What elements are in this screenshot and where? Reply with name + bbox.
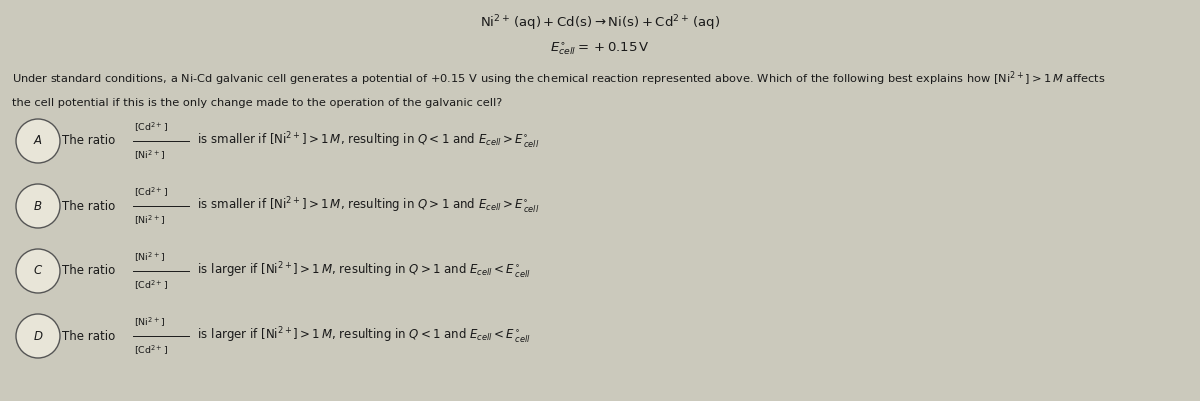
- Text: $[\mathrm{Cd^{2+}}]$: $[\mathrm{Cd^{2+}}]$: [134, 278, 168, 292]
- Text: $[\mathrm{Ni^{2+}}]$: $[\mathrm{Ni^{2+}}]$: [134, 148, 166, 162]
- Text: $[\mathrm{Ni^{2+}}]$: $[\mathrm{Ni^{2+}}]$: [134, 250, 166, 264]
- Text: $[\mathrm{Cd^{2+}}]$: $[\mathrm{Cd^{2+}}]$: [134, 343, 168, 356]
- Text: The ratio: The ratio: [62, 200, 119, 213]
- Text: Under standard conditions, a Ni-Cd galvanic cell generates a potential of +0.15 : Under standard conditions, a Ni-Cd galva…: [12, 70, 1105, 88]
- Text: D: D: [34, 330, 42, 342]
- Text: is larger if $[\mathrm{Ni^{2+}}] > 1\,M$, resulting in $Q < 1$ and $E_{cell} < E: is larger if $[\mathrm{Ni^{2+}}] > 1\,M$…: [194, 326, 530, 346]
- Text: B: B: [34, 200, 42, 213]
- Circle shape: [16, 119, 60, 163]
- Text: The ratio: The ratio: [62, 134, 119, 148]
- Text: A: A: [34, 134, 42, 148]
- Text: The ratio: The ratio: [62, 265, 119, 277]
- Text: $[\mathrm{Ni^{2+}}]$: $[\mathrm{Ni^{2+}}]$: [134, 213, 166, 227]
- Text: is smaller if $[\mathrm{Ni^{2+}}] > 1\,M$, resulting in $Q > 1$ and $E_{cell} > : is smaller if $[\mathrm{Ni^{2+}}] > 1\,M…: [194, 196, 539, 216]
- Circle shape: [16, 249, 60, 293]
- Text: $[\mathrm{Ni^{2+}}]$: $[\mathrm{Ni^{2+}}]$: [134, 315, 166, 329]
- Text: is larger if $[\mathrm{Ni^{2+}}] > 1\,M$, resulting in $Q > 1$ and $E_{cell} < E: is larger if $[\mathrm{Ni^{2+}}] > 1\,M$…: [194, 261, 530, 281]
- Circle shape: [16, 184, 60, 228]
- Text: $\mathrm{Ni^{2+}\,(aq) + Cd(s) \rightarrow Ni(s) + Cd^{2+}\,(aq)}$: $\mathrm{Ni^{2+}\,(aq) + Cd(s) \rightarr…: [480, 13, 720, 33]
- Text: $E^{\circ}_{cell} = +0.15\,\mathrm{V}$: $E^{\circ}_{cell} = +0.15\,\mathrm{V}$: [550, 41, 650, 57]
- Text: the cell potential if this is the only change made to the operation of the galva: the cell potential if this is the only c…: [12, 98, 503, 108]
- Circle shape: [16, 314, 60, 358]
- Text: is smaller if $[\mathrm{Ni^{2+}}] > 1\,M$, resulting in $Q < 1$ and $E_{cell} > : is smaller if $[\mathrm{Ni^{2+}}] > 1\,M…: [194, 131, 539, 151]
- Text: $[\mathrm{Cd^{2+}}]$: $[\mathrm{Cd^{2+}}]$: [134, 120, 168, 134]
- Text: $[\mathrm{Cd^{2+}}]$: $[\mathrm{Cd^{2+}}]$: [134, 185, 168, 198]
- Text: C: C: [34, 265, 42, 277]
- Text: The ratio: The ratio: [62, 330, 119, 342]
